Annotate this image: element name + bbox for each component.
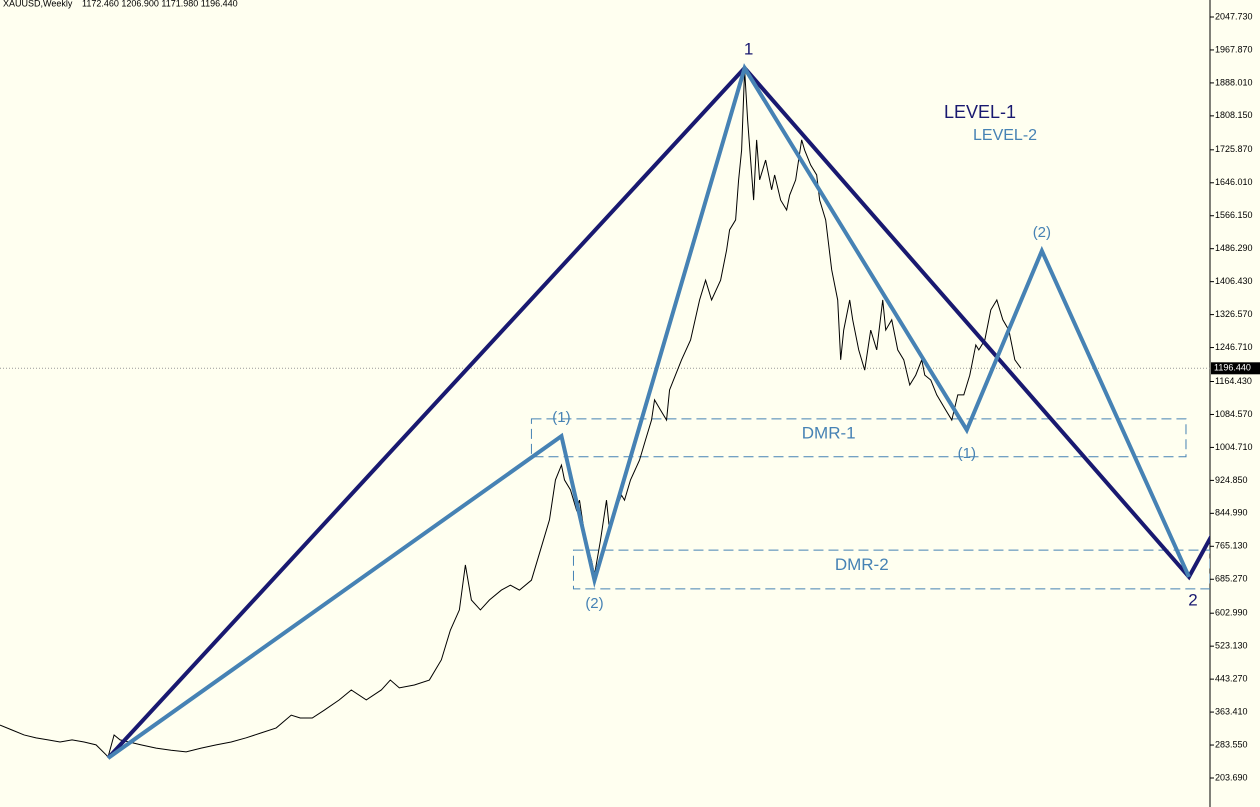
zone-label: DMR-1 <box>802 423 856 442</box>
legend-entry: LEVEL-2 <box>973 127 1037 144</box>
wave-label: (2) <box>585 595 603 612</box>
y-tick-label: 1566.150 <box>1215 210 1253 220</box>
y-tick-label: 1967.870 <box>1215 44 1253 54</box>
zone <box>572 549 1210 590</box>
y-tick-label: 844.990 <box>1215 508 1248 518</box>
y-tick-label: 1725.870 <box>1215 144 1253 154</box>
y-tick-label: 1004.710 <box>1215 442 1253 452</box>
wave-label: 2 <box>1188 590 1197 609</box>
wave-label: (2) <box>1033 224 1051 241</box>
y-tick-label: 1246.710 <box>1215 342 1253 352</box>
y-tick-label: 1646.010 <box>1215 177 1253 187</box>
plot-area: DMR-1 DMR-2 1 2 (1) (2) (1) (2) <box>0 40 1210 760</box>
chart-subtitle: 1172.460 1206.900 1171.980 1196.440 <box>82 0 238 8</box>
y-tick-label: 1888.010 <box>1215 77 1253 87</box>
y-tick-label: 523.130 <box>1215 641 1248 651</box>
y-tick-label: 283.550 <box>1215 739 1248 749</box>
wave-label: (1) <box>958 445 976 462</box>
y-tick-label: 602.990 <box>1215 608 1248 618</box>
price-line <box>0 69 1022 758</box>
y-tick-label: 765.130 <box>1215 541 1248 551</box>
y-tick-label: 1084.570 <box>1215 409 1253 419</box>
y-tick-label: 363.410 <box>1215 706 1248 716</box>
y-tick-label: 443.270 <box>1215 673 1248 683</box>
y-tick-label: 2047.730 <box>1215 11 1253 21</box>
zone-label: DMR-2 <box>835 555 889 574</box>
y-tick-label: 1486.290 <box>1215 243 1253 253</box>
y-tick-label: 924.850 <box>1215 475 1248 485</box>
wave-label: 1 <box>744 40 753 59</box>
wave-line <box>106 65 1210 760</box>
legend-entry: LEVEL-1 <box>944 102 1016 122</box>
y-tick-label: 203.690 <box>1215 772 1248 782</box>
wave-line <box>106 63 1191 760</box>
zone <box>530 418 1187 458</box>
y-tick-label: 1406.430 <box>1215 276 1253 286</box>
last-price-label: 1196.440 <box>1214 363 1251 373</box>
y-tick-label: 1808.150 <box>1215 110 1253 120</box>
wave-label: (1) <box>552 409 570 426</box>
y-tick-label: 1164.430 <box>1215 376 1252 386</box>
y-tick-label: 685.270 <box>1215 574 1248 584</box>
chart-title: XAUUSD,Weekly <box>3 0 73 8</box>
y-tick-label: 1326.570 <box>1215 309 1253 319</box>
last-price-box <box>1211 362 1260 375</box>
